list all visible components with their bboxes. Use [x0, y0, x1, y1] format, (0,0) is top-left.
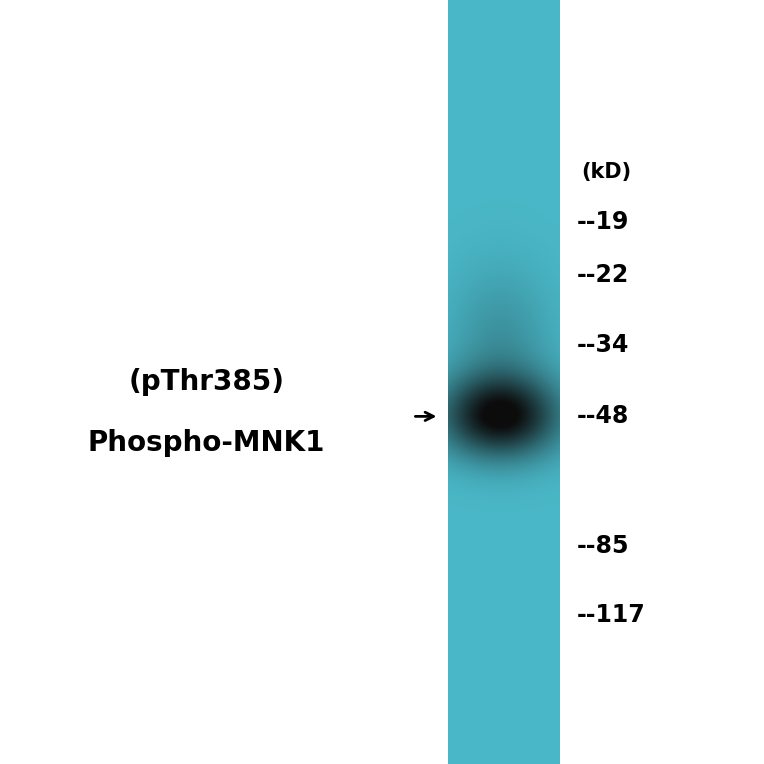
Text: --48: --48 — [577, 404, 630, 429]
Text: (kD): (kD) — [581, 162, 631, 182]
Text: (pThr385): (pThr385) — [128, 368, 284, 396]
Text: --22: --22 — [577, 263, 629, 287]
Text: --34: --34 — [577, 333, 630, 358]
Text: Phospho-MNK1: Phospho-MNK1 — [88, 429, 325, 457]
Text: --117: --117 — [577, 603, 646, 627]
Text: --85: --85 — [577, 534, 630, 558]
Text: --19: --19 — [577, 209, 630, 234]
